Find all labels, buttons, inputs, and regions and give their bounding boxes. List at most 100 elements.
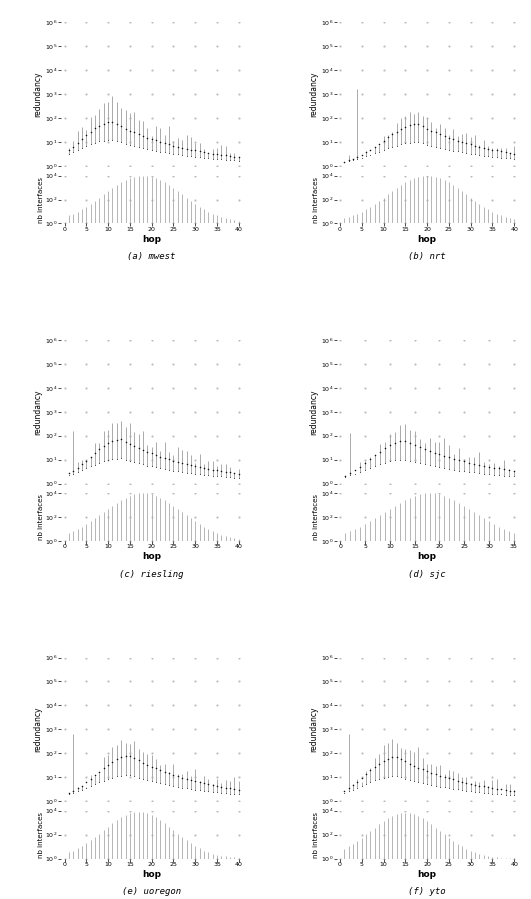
Point — [449, 132, 458, 147]
Point — [400, 433, 409, 448]
Point — [406, 454, 414, 468]
Point — [169, 768, 178, 782]
Point — [418, 120, 427, 134]
Point — [73, 136, 82, 150]
Point — [91, 777, 99, 791]
Point — [453, 782, 462, 797]
Point — [345, 154, 353, 168]
Point — [148, 132, 156, 147]
Point — [484, 141, 492, 156]
Point — [65, 143, 73, 157]
Point — [126, 454, 134, 468]
Point — [174, 147, 182, 162]
Point — [235, 154, 243, 168]
Point — [87, 125, 95, 139]
X-axis label: hop: hop — [142, 552, 161, 561]
Point — [204, 468, 212, 483]
Y-axis label: redundancy: redundancy — [33, 72, 42, 117]
Point — [195, 775, 204, 789]
Point — [69, 464, 78, 478]
Point — [460, 464, 468, 478]
Y-axis label: nb interfaces: nb interfaces — [313, 494, 319, 540]
Point — [488, 149, 496, 164]
Point — [353, 152, 362, 166]
Point — [462, 784, 470, 798]
Point — [391, 453, 399, 467]
Point — [130, 769, 139, 783]
Point — [445, 462, 453, 476]
Point — [121, 768, 130, 782]
Point — [449, 772, 458, 787]
Point — [397, 752, 405, 767]
Point — [134, 127, 143, 141]
Point — [65, 467, 73, 481]
Point — [73, 460, 82, 475]
Point — [340, 155, 348, 169]
Point — [174, 139, 182, 154]
Point — [143, 458, 151, 473]
Point — [500, 462, 508, 476]
Point — [484, 149, 492, 164]
Point — [504, 463, 513, 477]
Point — [432, 779, 440, 793]
Point — [213, 463, 221, 477]
Point — [357, 147, 366, 162]
Point — [510, 152, 518, 166]
Point — [453, 144, 462, 158]
Point — [117, 451, 125, 466]
Point — [349, 782, 357, 797]
Point — [208, 468, 217, 483]
Point — [401, 120, 409, 134]
Point — [186, 149, 195, 164]
Point — [371, 459, 379, 474]
Point — [375, 756, 383, 770]
Point — [466, 784, 475, 798]
Point — [376, 458, 384, 472]
Point — [143, 130, 151, 145]
Point — [470, 466, 478, 480]
Point — [113, 432, 121, 447]
Point — [361, 463, 370, 477]
Point — [186, 142, 195, 156]
Point — [423, 121, 431, 136]
Point — [95, 775, 104, 789]
Point — [371, 773, 379, 788]
Point — [432, 139, 440, 154]
Point — [126, 437, 134, 451]
Point — [148, 446, 156, 460]
Point — [69, 786, 78, 800]
Text: (f) yto: (f) yto — [408, 887, 446, 896]
Point — [388, 769, 397, 783]
Point — [160, 777, 169, 791]
Point — [349, 778, 357, 792]
Point — [510, 464, 518, 478]
Point — [65, 468, 73, 483]
Point — [345, 781, 353, 796]
Point — [506, 151, 514, 165]
Point — [156, 135, 165, 149]
Point — [410, 135, 418, 149]
Point — [388, 750, 397, 764]
Point — [414, 775, 423, 789]
Point — [506, 146, 514, 160]
Point — [425, 444, 434, 458]
Point — [501, 788, 510, 802]
Point — [480, 467, 489, 481]
Point — [453, 773, 462, 788]
Point — [353, 775, 362, 789]
Point — [99, 439, 108, 453]
Point — [488, 142, 496, 156]
Point — [139, 443, 147, 458]
Point — [357, 150, 366, 165]
Point — [440, 461, 449, 476]
Point — [221, 148, 230, 163]
Point — [440, 449, 449, 463]
Point — [165, 138, 173, 152]
Point — [479, 779, 488, 794]
Point — [371, 760, 379, 774]
Point — [493, 143, 501, 157]
Point — [195, 467, 204, 482]
Point — [156, 145, 165, 159]
Point — [117, 135, 125, 149]
Point — [108, 132, 117, 147]
